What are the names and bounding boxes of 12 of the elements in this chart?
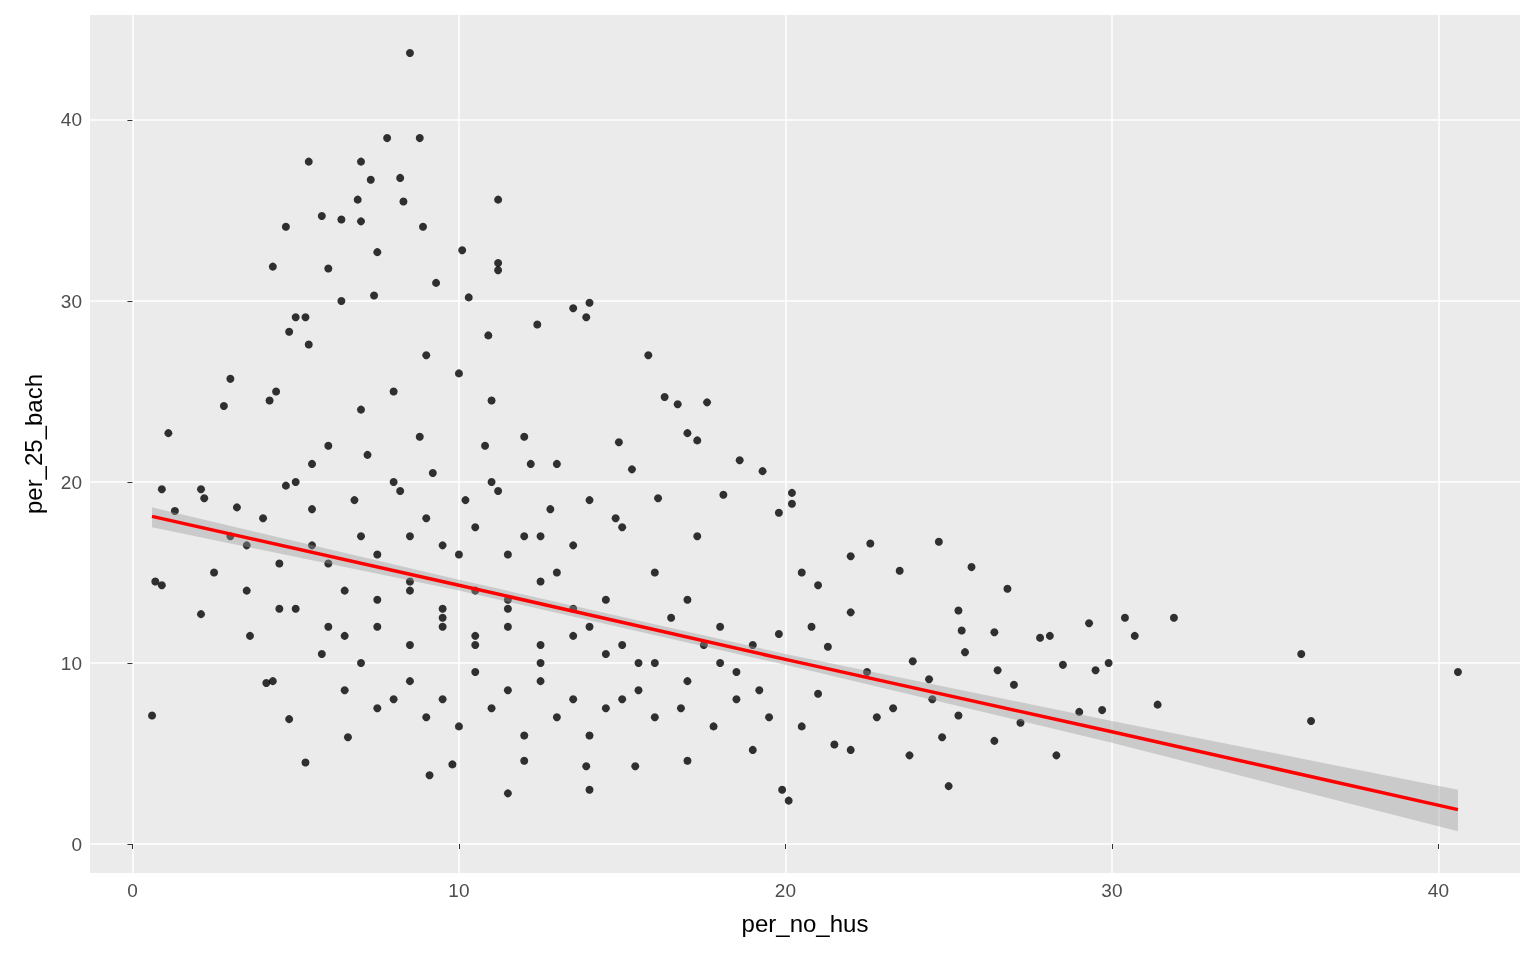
x-tick-label: 20 bbox=[774, 880, 796, 901]
y-tick-label: 10 bbox=[60, 652, 82, 674]
x-tick-label: 10 bbox=[448, 880, 470, 901]
y-axis-title: per_25_bach bbox=[19, 373, 47, 515]
y-tick-label: 20 bbox=[60, 471, 82, 493]
y-tick-label: 40 bbox=[60, 109, 82, 131]
x-tick-label: 30 bbox=[1101, 880, 1123, 901]
y-tick-label: 0 bbox=[71, 833, 82, 855]
y-tick-label: 30 bbox=[60, 290, 82, 312]
x-axis-title: per_no_hus bbox=[741, 909, 869, 937]
x-tick-label: 40 bbox=[1427, 880, 1449, 901]
x-tick-label: 0 bbox=[127, 880, 138, 901]
